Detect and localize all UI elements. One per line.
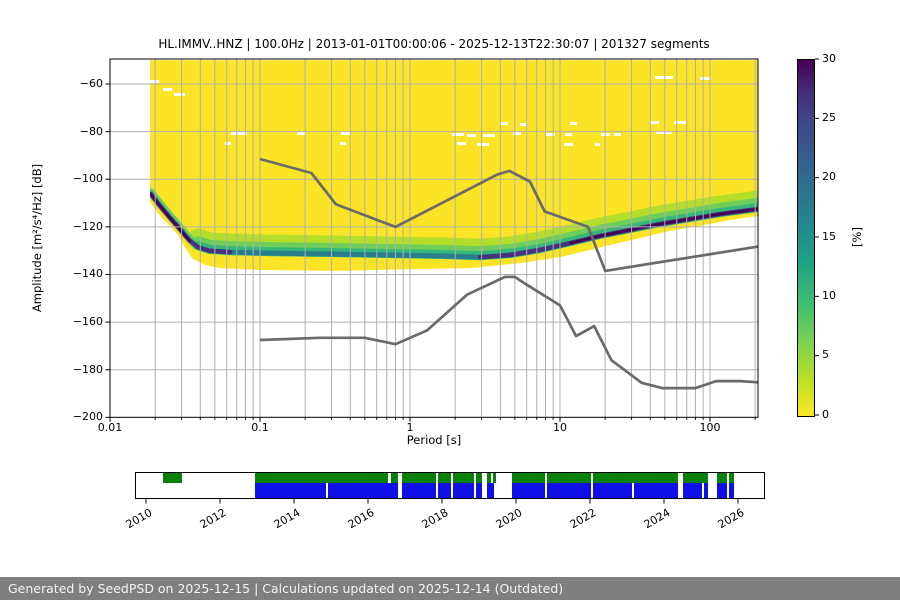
missing-cell-speck bbox=[595, 143, 600, 146]
missing-cell-speck bbox=[225, 142, 231, 145]
y-tick-label: −200 bbox=[72, 410, 103, 424]
availability-green-segment bbox=[729, 473, 734, 483]
availability-blue-segment bbox=[437, 483, 451, 498]
availability-green-segment bbox=[511, 473, 545, 483]
colorbar-tick-label: 5 bbox=[822, 348, 829, 362]
y-tick-label: −120 bbox=[72, 219, 103, 233]
missing-cell-speck bbox=[500, 122, 508, 125]
footer-status-bar: Generated by SeedPSD on 2025-12-15 | Cal… bbox=[0, 577, 900, 600]
availability-green-segment bbox=[487, 473, 491, 483]
missing-cell-speck bbox=[163, 88, 172, 91]
colorbar-label: [%] bbox=[850, 227, 864, 247]
y-tick-label: −80 bbox=[79, 124, 103, 138]
missing-cell-speck bbox=[452, 133, 464, 136]
missing-cell-speck bbox=[545, 133, 555, 136]
availability-blue-segment bbox=[487, 483, 495, 498]
availability-green-segment bbox=[547, 473, 592, 483]
plot-title: HL.IMMV..HNZ | 100.0Hz | 2013-01-01T00:0… bbox=[158, 37, 710, 51]
missing-cell-speck bbox=[650, 121, 659, 124]
missing-cell-speck bbox=[457, 142, 466, 145]
availability-green-segment bbox=[437, 473, 451, 483]
availability-blue-segment bbox=[511, 483, 545, 498]
missing-cell-speck bbox=[700, 77, 710, 80]
availability-green-segment bbox=[390, 473, 398, 483]
availability-blue-segment bbox=[634, 483, 678, 498]
y-tick-label: −160 bbox=[72, 315, 103, 329]
x-axis-label: Period [s] bbox=[406, 433, 462, 447]
colorbar-tick-label: 15 bbox=[822, 229, 836, 243]
x-tick-label: 1 bbox=[406, 421, 414, 434]
missing-cell-speck bbox=[570, 122, 577, 125]
availability-blue-segment bbox=[593, 483, 633, 498]
availability-blue-segment bbox=[453, 483, 474, 498]
missing-cell-speck bbox=[674, 121, 686, 124]
colorbar-tick-label: 25 bbox=[822, 110, 836, 124]
availability-blue-segment bbox=[402, 483, 436, 498]
availability-green-segment bbox=[593, 473, 679, 483]
missing-cell-speck bbox=[297, 132, 306, 135]
availability-blue-segment bbox=[328, 483, 398, 498]
missing-cell-speck bbox=[564, 143, 573, 146]
availability-green-segment bbox=[716, 473, 727, 483]
x-tick-label: 100 bbox=[699, 421, 721, 434]
availability-green-segment bbox=[163, 473, 182, 483]
missing-cell-speck bbox=[467, 134, 476, 137]
missing-cell-speck bbox=[477, 143, 489, 146]
low-noise-model-line bbox=[259, 275, 759, 390]
missing-cell-speck bbox=[655, 76, 673, 79]
missing-cell-speck bbox=[340, 142, 346, 145]
y-tick-label: −100 bbox=[72, 172, 103, 186]
missing-cell-speck bbox=[174, 93, 185, 96]
colorbar-tick-label: 20 bbox=[822, 170, 836, 184]
plot-border bbox=[109, 58, 759, 418]
availability-green-segment bbox=[493, 473, 497, 483]
availability-green-segment bbox=[255, 473, 388, 483]
availability-blue-segment bbox=[704, 483, 709, 498]
footer-text: Generated by SeedPSD on 2025-12-15 | Cal… bbox=[8, 581, 564, 596]
missing-cell-speck bbox=[565, 133, 572, 136]
availability-blue-segment bbox=[716, 483, 727, 498]
missing-cell-speck bbox=[483, 134, 495, 137]
missing-cell-speck bbox=[614, 133, 621, 136]
missing-cell-speck bbox=[149, 80, 159, 83]
availability-blue-segment bbox=[547, 483, 592, 498]
missing-cell-speck bbox=[341, 132, 351, 135]
availability-green-segment bbox=[402, 473, 436, 483]
availability-blue-segment bbox=[682, 483, 703, 498]
missing-cell-speck bbox=[513, 132, 521, 135]
availability-green-segment bbox=[476, 473, 482, 483]
y-tick-label: −180 bbox=[72, 362, 103, 376]
availability-blue-segment bbox=[255, 483, 326, 498]
colorbar-tick-label: 0 bbox=[822, 407, 829, 421]
availability-blue-segment bbox=[476, 483, 482, 498]
y-tick-label: −60 bbox=[79, 77, 103, 90]
availability-timeline bbox=[135, 472, 765, 499]
psd-band bbox=[150, 192, 192, 243]
x-tick-label: 0.1 bbox=[251, 421, 269, 434]
colorbar-tick-label: 10 bbox=[822, 288, 836, 302]
psd-band bbox=[568, 207, 759, 245]
x-tick-label: 10 bbox=[553, 421, 567, 434]
availability-green-segment bbox=[453, 473, 474, 483]
missing-cell-speck bbox=[520, 123, 527, 126]
colorbar-tick-label: 30 bbox=[822, 51, 836, 65]
availability-blue-segment bbox=[729, 483, 734, 498]
missing-cell-speck bbox=[231, 132, 247, 135]
high-noise-model-line bbox=[259, 157, 759, 273]
availability-green-segment bbox=[682, 473, 709, 483]
x-tick-label: 0.01 bbox=[97, 421, 123, 434]
colorbar bbox=[797, 59, 815, 417]
y-tick-label: −140 bbox=[72, 267, 103, 281]
missing-cell-speck bbox=[656, 131, 672, 134]
